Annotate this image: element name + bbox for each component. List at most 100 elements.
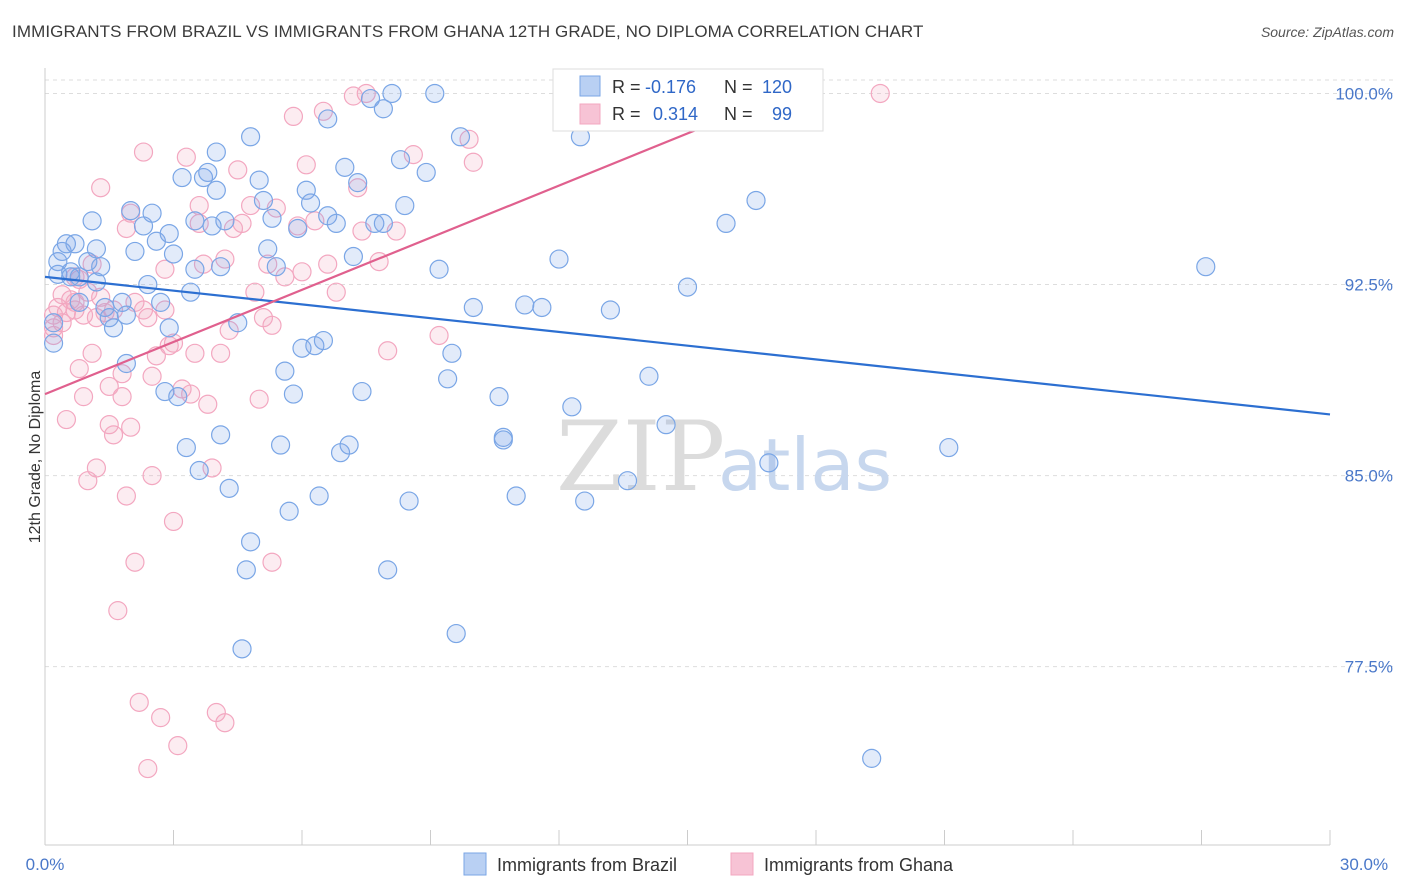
ghana-point bbox=[99, 376, 119, 397]
y-tick-label: 85.0% bbox=[1345, 467, 1393, 486]
brazil-point bbox=[172, 167, 192, 188]
ghana-point bbox=[326, 282, 346, 302]
brazil-point bbox=[862, 748, 882, 768]
ghana-point bbox=[348, 178, 368, 198]
brazil-point bbox=[103, 318, 124, 338]
brazil-point bbox=[253, 190, 274, 211]
ghana-point bbox=[249, 389, 269, 409]
brazil-point bbox=[493, 430, 513, 450]
stats-n-value-brazil: 120 bbox=[762, 77, 792, 97]
ghana-point bbox=[185, 343, 205, 363]
ghana-point bbox=[215, 713, 235, 733]
brazil-point bbox=[155, 381, 175, 402]
ghana-point bbox=[129, 692, 149, 712]
brazil-point bbox=[82, 211, 102, 231]
stats-r-label-brazil: R = bbox=[612, 77, 641, 97]
brazil-point bbox=[759, 453, 779, 473]
ghana-point bbox=[138, 308, 158, 328]
stats-swatch-brazil bbox=[579, 75, 601, 97]
ghana-point bbox=[56, 409, 77, 430]
brazil-point bbox=[373, 213, 393, 233]
brazil-point bbox=[438, 369, 458, 389]
ghana-trend-line bbox=[44, 92, 787, 396]
brazil-point bbox=[219, 478, 239, 498]
brazil-point bbox=[562, 397, 582, 417]
ghana-point bbox=[176, 147, 196, 167]
data-points bbox=[43, 83, 1216, 779]
brazil-point bbox=[360, 88, 381, 109]
brazil-point bbox=[746, 190, 766, 211]
brazil-point bbox=[352, 381, 372, 402]
stats-swatch-ghana bbox=[579, 103, 601, 125]
ghana-point bbox=[318, 254, 338, 274]
ghana-point bbox=[155, 259, 175, 279]
ghana-point bbox=[103, 425, 124, 445]
brazil-point bbox=[532, 297, 552, 318]
brazil-point bbox=[270, 435, 291, 455]
y-axis-label: 12th Grade, No Diploma bbox=[27, 371, 44, 544]
stats-box: R = -0.176 N = 120 R = 0.314 N = 99 bbox=[552, 68, 824, 132]
stats-r-value-ghana: 0.314 bbox=[653, 104, 698, 124]
x-tick-label-max: 30.0% bbox=[1340, 855, 1388, 874]
ghana-point bbox=[73, 387, 94, 407]
brazil-point bbox=[416, 162, 436, 183]
brazil-point bbox=[939, 437, 959, 458]
brazil-point bbox=[176, 437, 196, 458]
brazil-point bbox=[91, 257, 111, 277]
brazil-point bbox=[395, 195, 415, 216]
brazil-point bbox=[309, 486, 329, 506]
ghana-point bbox=[86, 458, 107, 478]
brazil-point bbox=[425, 83, 445, 104]
ghana-point bbox=[870, 83, 890, 104]
legend: Immigrants from Brazil Immigrants from G… bbox=[463, 852, 954, 876]
y-tick-label: 92.5% bbox=[1345, 276, 1393, 295]
brazil-point bbox=[168, 387, 188, 407]
legend-label-brazil: Immigrants from Brazil bbox=[497, 855, 677, 875]
brazil-point bbox=[232, 639, 252, 659]
ghana-point bbox=[112, 387, 132, 407]
ghana-point bbox=[296, 155, 316, 175]
x-tick-marks bbox=[44, 830, 1331, 845]
x-tick-label-min: 0.0% bbox=[26, 855, 65, 874]
stats-n-label-ghana: N = bbox=[724, 104, 753, 124]
brazil-point bbox=[163, 244, 184, 264]
brazil-point bbox=[249, 170, 269, 190]
trend-lines bbox=[44, 92, 1331, 416]
ghana-point bbox=[429, 325, 449, 346]
brazil-point bbox=[575, 491, 595, 511]
ghana-point bbox=[262, 315, 282, 335]
brazil-trend-line bbox=[44, 275, 1331, 416]
ghana-point bbox=[245, 282, 265, 302]
brazil-point bbox=[185, 259, 205, 279]
ghana-point bbox=[305, 211, 325, 231]
watermark-zip: ZIP bbox=[556, 401, 725, 513]
brazil-point bbox=[348, 173, 368, 193]
chart-title: IMMIGRANTS FROM BRAZIL VS IMMIGRANTS FRO… bbox=[12, 22, 924, 41]
brazil-point bbox=[549, 249, 569, 269]
brazil-point bbox=[450, 127, 471, 147]
brazil-point bbox=[69, 292, 89, 312]
watermark-atlas: atlas bbox=[718, 423, 892, 507]
stats-n-label-brazil: N = bbox=[724, 77, 753, 97]
brazil-point bbox=[211, 257, 231, 277]
brazil-point bbox=[189, 460, 209, 481]
brazil-point bbox=[215, 211, 235, 231]
brazil-point bbox=[373, 99, 393, 119]
brazil-point bbox=[1196, 257, 1216, 277]
brazil-point bbox=[318, 109, 338, 129]
brazil-point bbox=[275, 361, 295, 381]
ghana-point bbox=[142, 466, 162, 486]
brazil-point bbox=[442, 343, 462, 363]
brazil-point bbox=[506, 486, 526, 506]
stats-r-value-brazil: -0.176 bbox=[645, 77, 696, 97]
ghana-point bbox=[463, 152, 483, 172]
y-tick-label: 77.5% bbox=[1345, 658, 1393, 677]
brazil-point bbox=[206, 142, 226, 162]
brazil-point bbox=[288, 218, 308, 239]
brazil-point bbox=[515, 295, 535, 315]
brazil-point bbox=[121, 201, 141, 221]
ghana-point bbox=[211, 343, 231, 363]
brazil-point bbox=[138, 274, 158, 295]
brazil-point bbox=[335, 157, 355, 177]
legend-swatch-brazil bbox=[463, 852, 487, 876]
